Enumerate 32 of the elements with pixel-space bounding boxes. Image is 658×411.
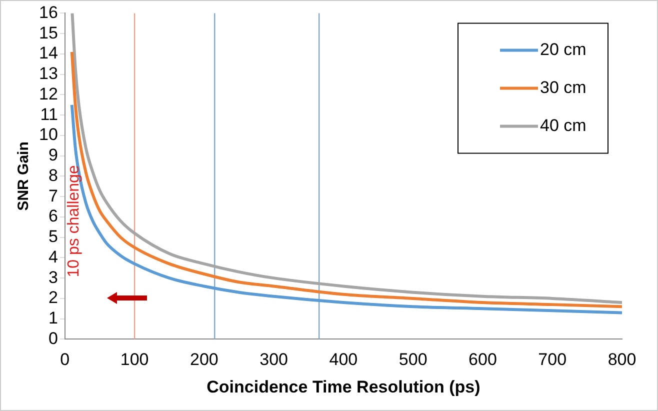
y-tick-label: 9 <box>48 146 58 165</box>
y-tick-label: 16 <box>38 2 58 22</box>
x-tick-label: 600 <box>468 350 497 370</box>
y-tick-label: 12 <box>38 84 58 104</box>
y-tick-label: 2 <box>48 288 58 308</box>
y-tick-label: 3 <box>48 268 58 287</box>
y-tick-label: 15 <box>38 23 58 42</box>
x-tick-label: 300 <box>260 350 288 370</box>
x-tick-label: 0 <box>60 350 70 370</box>
legend-label: 40 cm <box>540 116 586 135</box>
y-tick-label: 1 <box>48 308 58 328</box>
y-tick-label: 10 <box>38 125 58 144</box>
legend-label: 20 cm <box>540 40 586 59</box>
x-tick-label: 100 <box>120 350 149 370</box>
y-tick-label: 11 <box>40 104 58 124</box>
y-tick-label: 8 <box>48 166 58 185</box>
y-tick-label: 4 <box>48 247 58 266</box>
x-tick-label: 200 <box>190 350 218 370</box>
legend-label: 30 cm <box>540 78 586 97</box>
y-tick-label: 13 <box>38 64 58 84</box>
x-tick-label: 700 <box>538 350 567 370</box>
y-tick-label: 0 <box>48 328 58 348</box>
x-tick-label: 400 <box>329 350 358 370</box>
y-tick-label: 7 <box>48 186 58 206</box>
x-axis-title: Coincidence Time Resolution (ps) <box>206 377 480 396</box>
y-axis-title: SNR Gain <box>15 142 32 211</box>
x-tick-label: 500 <box>398 350 428 370</box>
x-tick-label: 800 <box>608 350 636 370</box>
y-tick-label: 14 <box>38 44 58 63</box>
y-tick-label: 5 <box>48 227 58 246</box>
annotation: 10 ps challenge <box>65 165 82 278</box>
y-tick-label: 6 <box>48 206 58 226</box>
